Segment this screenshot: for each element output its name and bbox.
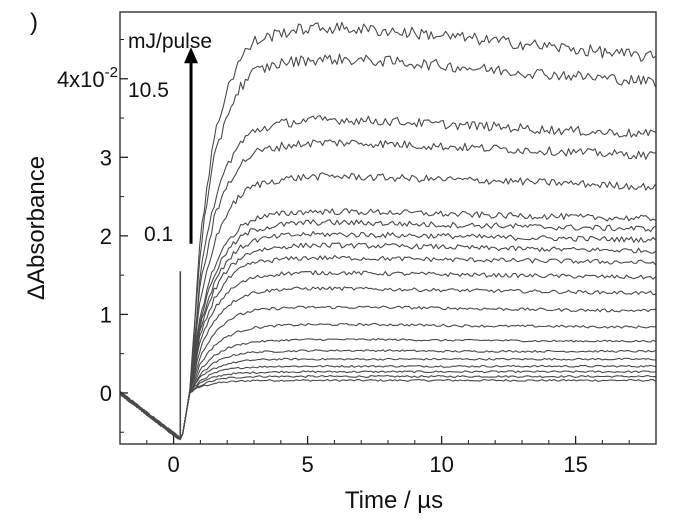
x-tick-label: 10	[429, 452, 453, 477]
series-line-4	[119, 364, 656, 440]
series-line-15	[119, 219, 656, 440]
series-line-16	[119, 208, 656, 440]
series-line-18	[119, 139, 656, 440]
series-line-20	[119, 53, 657, 440]
series-line-21	[119, 21, 656, 440]
series-line-1	[119, 378, 656, 440]
y-tick-label: 3	[100, 145, 112, 170]
series-line-9	[119, 305, 656, 440]
series-line-14	[119, 231, 656, 440]
series-line-17	[119, 172, 656, 440]
series-line-5	[119, 357, 656, 440]
series-line-8	[119, 322, 656, 440]
series-line-10	[119, 286, 656, 440]
series-line-13	[119, 242, 656, 440]
y-axis-title: ΔAbsorbance	[23, 156, 50, 300]
y-tick-label: 1	[100, 302, 112, 327]
series-layer	[119, 21, 657, 440]
series-line-2	[119, 374, 656, 440]
unit-label: mJ/pulse	[128, 30, 212, 53]
series-line-12	[119, 255, 656, 440]
series-line-6	[119, 349, 656, 440]
energy-annotation	[184, 47, 199, 244]
series-line-3	[119, 370, 656, 440]
low-energy-label: 0.1	[144, 223, 173, 246]
energy-arrow-head	[184, 47, 199, 64]
x-tick-label: 15	[563, 452, 587, 477]
series-line-7	[119, 338, 656, 440]
y-tick-label: 2	[100, 224, 112, 249]
panel-label: )	[30, 9, 38, 36]
x-tick-label: 0	[167, 452, 179, 477]
x-axis-title: Time / µs	[345, 487, 443, 514]
x-ticks: 0 5 10 15	[119, 436, 657, 477]
high-energy-label: 10.5	[128, 79, 169, 102]
y-tick-label: 4x10-2	[57, 64, 118, 92]
series-line-11	[119, 270, 656, 440]
y-tick-label: 0	[100, 381, 112, 406]
series-line-19	[120, 115, 656, 440]
x-tick-label: 5	[301, 452, 313, 477]
y-ticks: 0 1 2 3 4x10-2	[57, 38, 128, 433]
